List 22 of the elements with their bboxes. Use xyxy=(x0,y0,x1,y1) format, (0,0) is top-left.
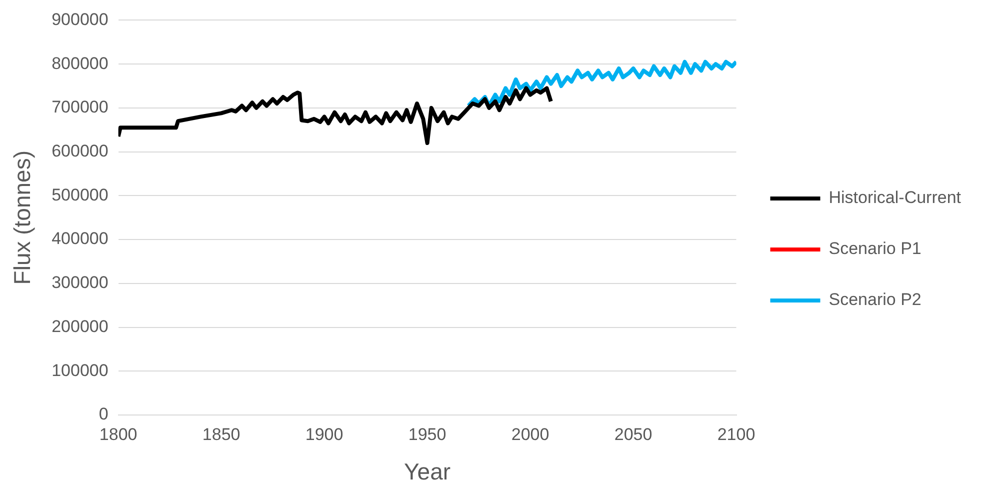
x-axis-title: Year xyxy=(404,458,451,485)
y-tick-label: 900000 xyxy=(52,10,108,29)
y-tick-label: 400000 xyxy=(52,229,108,248)
x-tick-label: 2000 xyxy=(511,424,550,444)
legend-label: Scenario P1 xyxy=(828,239,922,258)
y-axis-title: Flux (tonnes) xyxy=(9,150,36,285)
x-tick-label: 2050 xyxy=(614,424,652,444)
y-tick-label: 600000 xyxy=(52,141,108,160)
y-tick-label: 0 xyxy=(98,404,108,424)
y-tick-label: 100000 xyxy=(52,360,108,380)
x-tick-label: 1850 xyxy=(202,424,240,444)
legend-label: Scenario P2 xyxy=(828,290,922,310)
x-tick-label: 2100 xyxy=(717,424,756,444)
y-tick-label: 200000 xyxy=(52,316,108,336)
x-tick-label: 1800 xyxy=(99,424,138,444)
y-tick-label: 800000 xyxy=(52,54,108,73)
x-tick-label: 1950 xyxy=(408,424,446,444)
y-tick-label: 700000 xyxy=(52,98,108,117)
y-tick-label: 300000 xyxy=(52,273,108,292)
legend-label: Historical-Current xyxy=(828,188,962,208)
y-tick-label: 500000 xyxy=(52,185,108,204)
x-tick-label: 1900 xyxy=(305,424,344,444)
